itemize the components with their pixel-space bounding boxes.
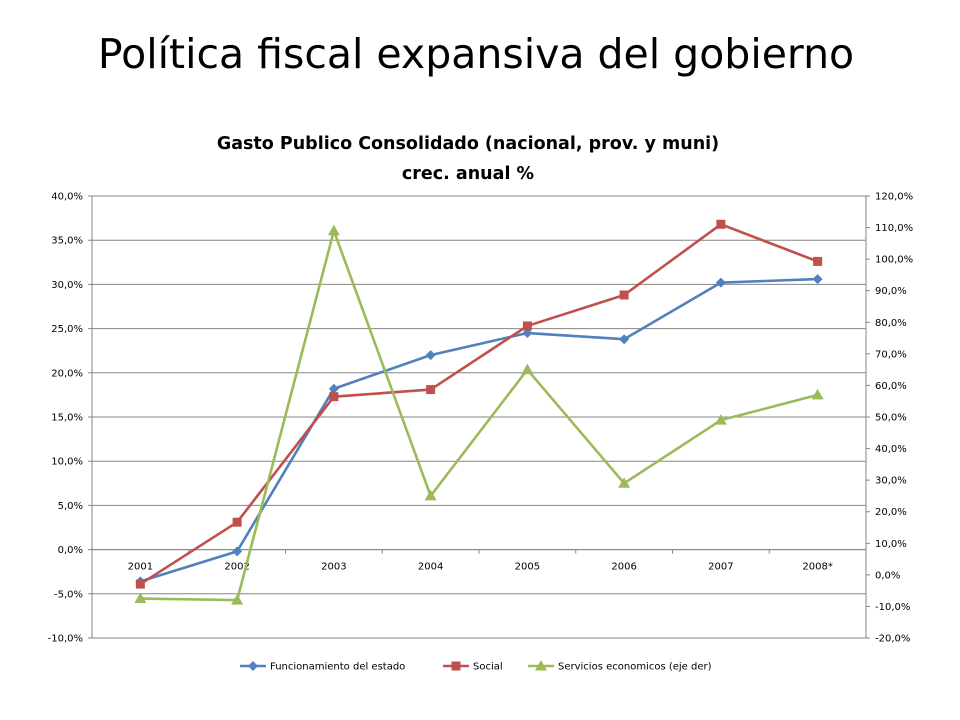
- data-point-diamond: [812, 274, 823, 285]
- x-tick-label: 2002: [224, 562, 249, 573]
- slide-title: Política fiscal expansiva del gobierno: [97, 30, 855, 78]
- data-point-square: [522, 321, 532, 331]
- data-point-triangle: [327, 224, 340, 236]
- right-y-axis: -20,0% -10,0% 0,0% 10,0% 20,0% 30,0% 40,0% 50,0…: [865, 192, 913, 645]
- legend-item: Social: [443, 661, 503, 673]
- data-point-diamond: [232, 546, 243, 557]
- x-tick-label: 2007: [708, 562, 733, 573]
- data-point-triangle: [618, 477, 631, 488]
- left-tick-label: 20,0%: [51, 368, 83, 379]
- left-tick-label: 10,0%: [51, 457, 83, 468]
- chart-subtitle: crec. anual %: [402, 164, 534, 184]
- x-tick-label: 2006: [611, 562, 636, 573]
- data-point-diamond: [619, 334, 630, 345]
- left-tick-label: 30,0%: [51, 280, 83, 291]
- data-point-square: [619, 290, 629, 300]
- right-tick-label: 110,0%: [875, 223, 913, 234]
- legend-label: Social: [473, 662, 503, 673]
- right-tick-label: 30,0%: [875, 476, 907, 487]
- legend-label: Funcionamiento del estado: [270, 662, 405, 673]
- data-point-square: [426, 385, 436, 395]
- data-point-triangle: [811, 388, 824, 400]
- data-point-triangle: [424, 489, 437, 501]
- x-tick-label: 2003: [321, 562, 346, 573]
- legend-item: Servicios economicos (eje der): [528, 660, 712, 673]
- chart-title: Gasto Publico Consolidado (nacional, pro…: [217, 134, 719, 154]
- data-point-triangle: [231, 594, 244, 605]
- data-point-square: [451, 661, 461, 671]
- data-point-square: [232, 517, 242, 527]
- right-tick-label: 100,0%: [875, 255, 913, 266]
- data-point-diamond: [328, 383, 339, 394]
- left-tick-label: 15,0%: [51, 413, 83, 424]
- data-point-diamond: [715, 277, 726, 288]
- legend-label: Servicios economicos (eje der): [558, 662, 712, 673]
- series-1: [135, 274, 823, 587]
- x-tick-label: 2004: [418, 562, 443, 573]
- data-point-triangle: [521, 363, 534, 375]
- right-tick-label: 80,0%: [875, 318, 907, 329]
- data-point-diamond: [522, 328, 533, 339]
- right-tick-label: 70,0%: [875, 349, 907, 360]
- x-tick-label: 2001: [128, 562, 153, 573]
- x-axis: 2001 2002 2003 2004 2005 2006 2007 2008*: [91, 549, 867, 573]
- data-point-diamond: [248, 661, 258, 671]
- gridlines: [92, 195, 866, 639]
- series-line: [140, 229, 818, 602]
- left-tick-label: 25,0%: [51, 324, 83, 335]
- right-tick-label: 20,0%: [875, 507, 907, 518]
- data-point-square: [329, 392, 339, 402]
- right-tick-label: 90,0%: [875, 286, 907, 297]
- x-tick-label: 2008*: [802, 562, 832, 573]
- right-tick-label: -20,0%: [875, 634, 910, 645]
- left-tick-label: 0,0%: [58, 545, 83, 556]
- data-point-triangle: [134, 592, 147, 604]
- right-tick-label: 60,0%: [875, 381, 907, 392]
- left-tick-label: 5,0%: [58, 501, 83, 512]
- series-line: [139, 222, 819, 586]
- data-point-square: [716, 219, 726, 229]
- left-y-axis: -10,0% -5,0% 0,0% 5,0% 10,0% 15,0% 20,0% 25,0% 3…: [48, 192, 93, 645]
- legend: Funcionamiento del estado Social Servicios…: [240, 660, 712, 673]
- series-layer: [134, 219, 824, 605]
- data-point-square: [813, 256, 823, 266]
- right-tick-label: 0,0%: [875, 570, 900, 581]
- data-point-square: [135, 579, 145, 589]
- data-point-diamond: [425, 350, 436, 361]
- right-tick-label: 40,0%: [875, 444, 907, 455]
- legend-item: Funcionamiento del estado: [240, 661, 405, 673]
- data-point-triangle: [535, 660, 547, 671]
- right-tick-label: 10,0%: [875, 539, 907, 550]
- series-2: [135, 219, 823, 589]
- data-point-triangle: [714, 414, 727, 425]
- left-tick-label: 40,0%: [51, 192, 83, 203]
- series-line: [139, 277, 818, 583]
- left-tick-label: -5,0%: [54, 589, 83, 600]
- x-tick-label: 2005: [515, 562, 540, 573]
- right-tick-label: 120,0%: [875, 192, 913, 203]
- left-tick-label: 35,0%: [51, 236, 83, 247]
- left-tick-label: -10,0%: [48, 634, 83, 645]
- right-tick-label: -10,0%: [875, 602, 910, 613]
- series-3: [134, 224, 824, 605]
- right-tick-label: 50,0%: [875, 413, 907, 424]
